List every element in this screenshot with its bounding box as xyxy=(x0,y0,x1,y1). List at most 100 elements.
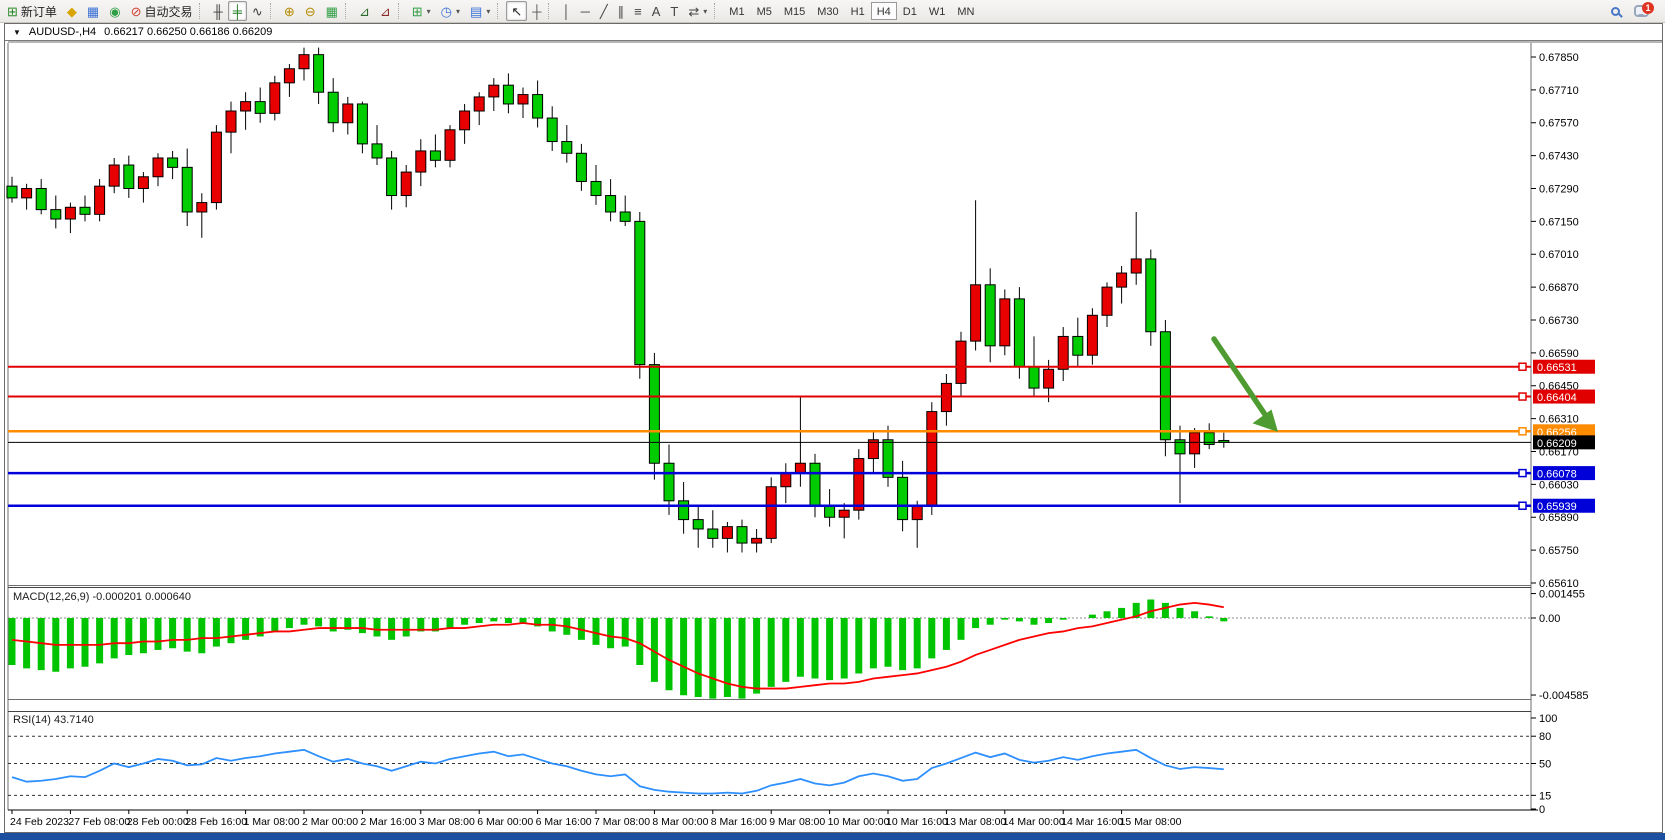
text-button[interactable]: A xyxy=(647,1,666,21)
timeframe-m15[interactable]: M15 xyxy=(783,6,806,18)
bullish-candle xyxy=(970,284,982,342)
price-tick-label: 0.67150 xyxy=(1539,216,1579,228)
time-tick-label: 28 Feb 00:00 xyxy=(127,816,189,828)
zoom-in-button[interactable]: ⊕ xyxy=(279,1,300,21)
chevron-down-icon[interactable]: ▾ xyxy=(456,6,461,16)
timeframe-m5[interactable]: M5 xyxy=(756,6,772,18)
crosshair-button[interactable]: ┼ xyxy=(527,1,546,21)
vertical-line-icon: │ xyxy=(562,3,571,19)
timeframe-d1[interactable]: D1 xyxy=(902,6,917,18)
bearish-candle xyxy=(532,94,544,119)
chevron-down-icon[interactable]: ▾ xyxy=(426,6,431,16)
toolbar-separator xyxy=(497,3,504,19)
clock-icon: ◷ xyxy=(440,3,453,19)
arrange-up-button[interactable]: ⊿ xyxy=(354,1,375,21)
bullish-candle xyxy=(400,171,412,197)
new-order-icon: ⊞ xyxy=(7,3,18,19)
orange-level-line-anchor[interactable] xyxy=(1518,427,1527,436)
bullish-candle xyxy=(999,298,1011,347)
bearish-candle xyxy=(356,103,368,145)
chevron-down-icon[interactable]: ▾ xyxy=(703,6,708,16)
bearish-candle xyxy=(1203,432,1215,445)
fibonacci-button[interactable]: ≡ xyxy=(629,1,647,21)
timeframe-m1[interactable]: M1 xyxy=(729,6,745,18)
timeframe-w1[interactable]: W1 xyxy=(928,6,946,18)
bearish-candle xyxy=(371,143,383,159)
new-order-button[interactable]: ⊞ 新订单 xyxy=(2,1,62,21)
main-toolbar: ⊞ 新订单 ◆ ▦ ◉ ⊘ 自动交易 ╫ ╪ ∿ ⊕ ⊖ ▦ ⊿ ⊿ ⊞ ▾ ◷ ▾ ▤ ▾ ↖ ┼ │ ─ ╱ ∥ ≡ A T ⇄ ▾ M1 M… xyxy=(0,0,1665,23)
toolbar-separator xyxy=(344,3,352,19)
market-watch-button[interactable]: ◆ xyxy=(62,1,82,21)
bar-chart-button[interactable]: ╫ xyxy=(208,1,227,21)
bullish-candle xyxy=(137,176,149,189)
arrows-button[interactable]: ⇄ ▾ xyxy=(683,1,712,21)
line-chart-button[interactable]: ∿ xyxy=(247,1,268,21)
zoom-out-button[interactable]: ⊖ xyxy=(300,1,321,21)
bullish-candle xyxy=(721,526,733,539)
chevron-down-icon[interactable]: ▾ xyxy=(486,6,491,16)
macd-signal-line xyxy=(11,601,1224,690)
autotrade-button[interactable]: ⊘ 自动交易 xyxy=(126,1,198,21)
rsi-tick-label: 80 xyxy=(1539,731,1551,743)
arrange-down-button[interactable]: ⊿ xyxy=(375,1,396,21)
bearish-candle xyxy=(50,209,62,220)
text-icon: A xyxy=(651,3,661,19)
time-tick-label: 2 Mar 00:00 xyxy=(302,816,358,828)
bearish-candle xyxy=(6,185,18,199)
search-icon[interactable] xyxy=(1611,6,1620,16)
bearish-candle xyxy=(824,505,836,518)
text-label-button[interactable]: T xyxy=(665,1,683,21)
timeframe-m30[interactable]: M30 xyxy=(817,6,839,18)
notifications-icon[interactable]: 1 xyxy=(1634,2,1654,17)
bullish-candle xyxy=(415,150,427,173)
candlestick-chart-button[interactable]: ╪ xyxy=(227,1,247,21)
bearish-candle xyxy=(313,54,325,93)
trendline-button[interactable]: ╱ xyxy=(595,1,613,21)
tile-windows-button[interactable]: ▦ xyxy=(321,1,343,21)
signal-button[interactable]: ◉ xyxy=(104,1,125,21)
down-arrow-annotation[interactable] xyxy=(1211,336,1278,432)
orange-level-line-badge xyxy=(1533,424,1595,439)
rsi-tick-label: 15 xyxy=(1539,790,1551,802)
period-button[interactable]: ◷ ▾ xyxy=(436,1,465,21)
arrange-down-icon: ⊿ xyxy=(379,3,391,19)
template-button[interactable]: ▤ ▾ xyxy=(465,1,495,21)
bar-chart-icon: ╫ xyxy=(213,3,223,19)
bullish-candle xyxy=(838,509,850,518)
channel-button[interactable]: ∥ xyxy=(613,1,630,21)
price-tick-label: 0.67430 xyxy=(1539,151,1579,163)
support-line-2-anchor[interactable] xyxy=(1518,501,1527,510)
price-tick-label: 0.67290 xyxy=(1539,183,1579,195)
cursor-button[interactable]: ↖ xyxy=(506,1,528,21)
timeframe-mn[interactable]: MN xyxy=(957,6,975,18)
support-line-1-anchor[interactable] xyxy=(1518,468,1527,478)
bullish-candle xyxy=(196,202,208,213)
chart-window[interactable] xyxy=(4,23,1663,833)
price-tick-label: 0.66170 xyxy=(1539,446,1579,458)
timeframe-h4[interactable]: H4 xyxy=(870,2,897,20)
timeframe-h1[interactable]: H1 xyxy=(850,6,865,18)
current-price-badge xyxy=(1533,435,1595,450)
bullish-candle xyxy=(867,439,879,460)
bearish-candle xyxy=(1072,335,1084,356)
bullish-candle xyxy=(473,96,485,112)
chart-ohlc-values: 0.66217 0.66250 0.66186 0.66209 xyxy=(104,26,273,38)
time-tick-label: 10 Mar 00:00 xyxy=(828,816,890,828)
chart-collapse-icon[interactable]: ▼ xyxy=(13,27,21,37)
new-chart-button[interactable]: ⊞ ▾ xyxy=(407,1,436,21)
vertical-line-button[interactable]: │ xyxy=(557,1,575,21)
horizontal-line-button[interactable]: ─ xyxy=(576,1,595,21)
bullish-candle xyxy=(517,94,529,105)
time-tick-label: 13 Mar 08:00 xyxy=(944,816,1006,828)
time-tick-label: 8 Mar 16:00 xyxy=(711,816,767,828)
arrow-shaft xyxy=(1211,336,1269,419)
data-window-button[interactable]: ▦ xyxy=(82,1,104,21)
fibonacci-icon: ≡ xyxy=(634,3,642,19)
bearish-candle xyxy=(79,206,91,215)
bullish-candle xyxy=(1086,314,1098,356)
resistance-line-2-anchor[interactable] xyxy=(1518,392,1527,401)
price-tick-label: 0.65750 xyxy=(1539,545,1579,557)
resistance-line-1-anchor[interactable] xyxy=(1518,362,1527,371)
time-tick-label: 3 Mar 08:00 xyxy=(419,816,475,828)
